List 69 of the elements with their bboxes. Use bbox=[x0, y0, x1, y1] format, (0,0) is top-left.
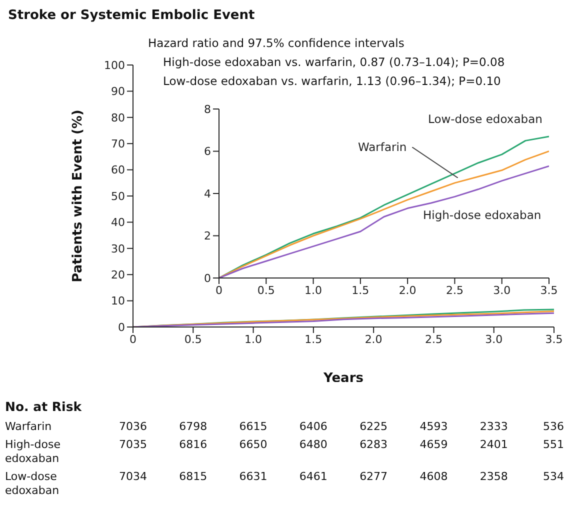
x-tick-label: 2.0 bbox=[364, 332, 382, 346]
text: 4608 bbox=[420, 470, 448, 484]
x-tick-label: 0 bbox=[216, 284, 222, 297]
x-tick-label: 3.5 bbox=[540, 284, 558, 297]
text: Low-dose edoxaban bbox=[5, 470, 60, 498]
text: 2401 bbox=[480, 438, 508, 452]
x-tick-label: 3.0 bbox=[485, 332, 503, 346]
y-tick-label: 50 bbox=[111, 190, 125, 203]
x-tick-label: 2.0 bbox=[398, 284, 416, 297]
x-tick-label: 2.5 bbox=[424, 332, 442, 346]
annotation: Low-dose edoxaban vs. warfarin, 1.13 (0.96–1.34); P=0.10 bbox=[163, 74, 501, 88]
text: 4659 bbox=[420, 438, 448, 452]
text: 4593 bbox=[420, 420, 448, 434]
y-tick-label: 70 bbox=[111, 138, 125, 151]
x-tick-label: 1.0 bbox=[304, 284, 322, 297]
text: 6816 bbox=[179, 438, 208, 452]
text: 551 bbox=[543, 438, 564, 452]
text: 6480 bbox=[299, 438, 328, 452]
y-tick-label: 8 bbox=[204, 102, 211, 116]
y-tick-label: 0 bbox=[118, 320, 125, 334]
text: Warfarin bbox=[5, 420, 53, 434]
x-tick-label: 3.0 bbox=[493, 284, 511, 297]
y-tick-label: 20 bbox=[111, 268, 125, 282]
text: 7036 bbox=[119, 420, 147, 434]
text: 6406 bbox=[299, 420, 328, 434]
y-tick-label: 30 bbox=[111, 242, 125, 256]
series-label: Low-dose edoxaban bbox=[428, 112, 542, 126]
text: 2333 bbox=[480, 420, 508, 434]
text: 6815 bbox=[179, 470, 208, 484]
x-tick-label: 3.5 bbox=[545, 332, 563, 346]
x-axis-title: Years bbox=[322, 371, 364, 386]
text: 536 bbox=[543, 420, 564, 434]
text: 6615 bbox=[239, 420, 268, 434]
chart-title: Stroke or Systemic Embolic Event bbox=[8, 8, 255, 23]
text: 534 bbox=[543, 470, 564, 484]
y-tick-label: 40 bbox=[111, 216, 125, 230]
x-tick-label: 1.0 bbox=[244, 332, 262, 346]
annotation: High-dose edoxaban vs. warfarin, 0.87 (0.73–1.04); P=0.08 bbox=[163, 55, 505, 69]
text: No. at Risk bbox=[5, 399, 82, 414]
text: Warfarin bbox=[358, 140, 407, 154]
x-tick-label: 1.5 bbox=[352, 284, 370, 297]
text: 6461 bbox=[299, 470, 328, 484]
x-tick-label: 0.5 bbox=[257, 284, 275, 297]
text: 6277 bbox=[360, 470, 388, 484]
y-tick-label: 100 bbox=[104, 58, 125, 72]
text: 7035 bbox=[119, 438, 147, 452]
y-tick-label: 90 bbox=[111, 85, 125, 98]
text: High-dose edoxaban bbox=[5, 438, 62, 466]
y-tick-label: 0 bbox=[204, 272, 211, 285]
y-tick-label: 80 bbox=[111, 111, 125, 124]
text: 6650 bbox=[239, 438, 268, 452]
series-label: High-dose edoxaban bbox=[423, 208, 542, 222]
y-tick-label: 2 bbox=[204, 230, 211, 243]
x-tick-label: 0.5 bbox=[184, 332, 202, 346]
y-tick-label: 60 bbox=[111, 164, 125, 177]
text: 7034 bbox=[119, 470, 147, 484]
y-tick-label: 4 bbox=[204, 187, 211, 200]
y-tick-label: 6 bbox=[204, 145, 211, 158]
text: 6225 bbox=[360, 420, 388, 434]
text: Hazard ratio and 97.5% confidence intervals bbox=[148, 36, 404, 50]
x-tick-label: 0 bbox=[130, 332, 136, 346]
x-tick-label: 2.5 bbox=[446, 284, 464, 297]
y-tick-label: 10 bbox=[111, 294, 125, 308]
y-axis-title: Patients with Event (%) bbox=[70, 110, 86, 282]
text: 6631 bbox=[239, 470, 268, 484]
x-tick-label: 1.5 bbox=[304, 332, 322, 346]
text: 2358 bbox=[480, 470, 508, 484]
text: 6798 bbox=[179, 420, 208, 434]
text: 6283 bbox=[360, 438, 388, 452]
